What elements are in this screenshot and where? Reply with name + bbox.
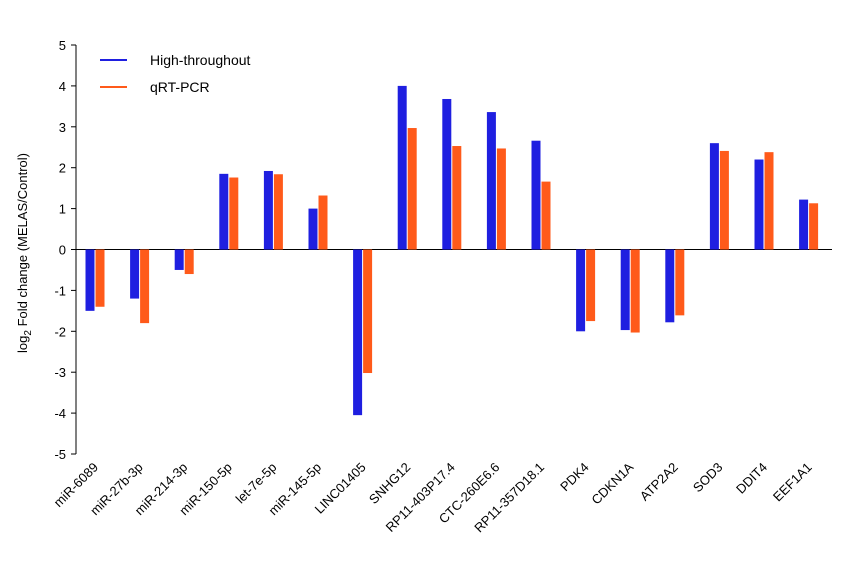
bar-high-throughout bbox=[620, 249, 630, 331]
bar-high-throughout bbox=[263, 170, 273, 250]
bar-qrt-pcr bbox=[541, 181, 551, 250]
bar-qrt-pcr bbox=[719, 150, 729, 250]
bar-high-throughout bbox=[486, 112, 496, 250]
bar-qrt-pcr bbox=[452, 146, 462, 250]
y-axis-title-rest: Fold change (MELAS/Control) bbox=[15, 153, 30, 330]
y-tick-label: 4 bbox=[59, 79, 66, 94]
bar-qrt-pcr bbox=[496, 148, 506, 250]
y-axis-title-log: log bbox=[15, 336, 30, 353]
y-tick-label: -1 bbox=[54, 283, 66, 298]
bar-qrt-pcr bbox=[318, 195, 328, 250]
bars-group bbox=[85, 85, 819, 416]
bar-qrt-pcr bbox=[675, 249, 685, 316]
bar-high-throughout bbox=[709, 143, 719, 250]
bar-high-throughout bbox=[353, 249, 363, 416]
y-tick-label: -2 bbox=[54, 324, 66, 339]
legend: High-throughout qRT-PCR bbox=[100, 52, 251, 95]
bar-high-throughout bbox=[174, 249, 184, 270]
y-tick-label: 3 bbox=[59, 120, 66, 135]
bar-qrt-pcr bbox=[764, 152, 774, 250]
x-tick-label: SOD3 bbox=[690, 460, 726, 496]
y-axis-title-subscript: 2 bbox=[23, 330, 34, 336]
bar-high-throughout bbox=[397, 85, 407, 250]
bar-high-throughout bbox=[219, 173, 229, 250]
bar-high-throughout bbox=[442, 98, 452, 250]
bar-high-throughout bbox=[130, 249, 140, 299]
y-tick-label: -3 bbox=[54, 365, 66, 380]
bar-qrt-pcr bbox=[95, 249, 105, 307]
y-tick-label: 0 bbox=[59, 243, 66, 258]
x-tick-label: DDIT4 bbox=[733, 460, 770, 497]
y-tick-label: 5 bbox=[59, 38, 66, 53]
bar-high-throughout bbox=[754, 159, 764, 250]
bar-high-throughout bbox=[531, 140, 541, 250]
y-axis: 5 4 3 2 1 0 -1 -2 -3 -4 -5 bbox=[54, 38, 77, 462]
bar-high-throughout bbox=[576, 249, 586, 332]
bar-qrt-pcr bbox=[184, 249, 194, 275]
bar-high-throughout bbox=[665, 249, 675, 323]
y-tick-label: 1 bbox=[59, 202, 66, 217]
bar-high-throughout bbox=[85, 249, 95, 311]
bar-qrt-pcr bbox=[229, 177, 239, 250]
y-tick-label: 2 bbox=[59, 161, 66, 176]
bar-high-throughout bbox=[799, 199, 809, 250]
x-tick-label: CDKN1A bbox=[588, 459, 636, 507]
bar-high-throughout bbox=[308, 208, 318, 250]
y-axis-title: log2 Fold change (MELAS/Control) bbox=[15, 153, 34, 353]
bar-qrt-pcr bbox=[809, 203, 819, 250]
x-tick-label: ATP2A2 bbox=[637, 460, 681, 504]
bar-qrt-pcr bbox=[630, 249, 640, 333]
x-tick-label: EEF1A1 bbox=[770, 460, 815, 505]
y-tick-label: -5 bbox=[54, 447, 66, 462]
y-tick-label: -4 bbox=[54, 406, 66, 421]
legend-label: qRT-PCR bbox=[150, 79, 210, 95]
bar-qrt-pcr bbox=[140, 249, 150, 324]
x-tick-label: PDK4 bbox=[557, 460, 592, 495]
bar-qrt-pcr bbox=[363, 249, 373, 374]
legend-label: High-throughout bbox=[150, 52, 251, 68]
x-tick-labels: miR-6089miR-27b-3pmiR-214-3pmiR-150-5ple… bbox=[51, 459, 815, 535]
bar-qrt-pcr bbox=[586, 249, 596, 322]
bar-qrt-pcr bbox=[273, 174, 283, 250]
bar-qrt-pcr bbox=[407, 128, 417, 250]
